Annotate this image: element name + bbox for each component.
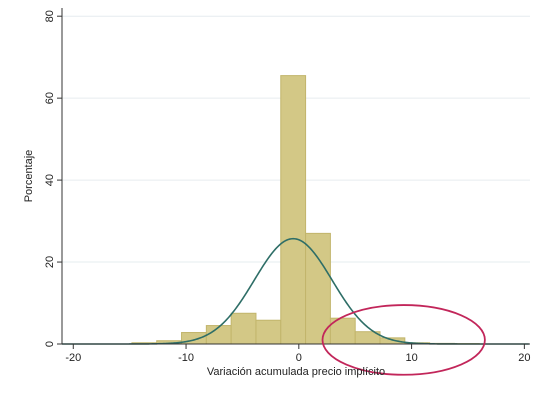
x-axis-ticks: -20 -10 0 10 20 <box>65 344 530 364</box>
x-tick-label--10: -10 <box>178 352 194 364</box>
y-tick-label-60: 60 <box>44 92 56 104</box>
y-tick-label-80: 80 <box>44 10 56 22</box>
x-axis-title: Variación acumulada precio implícito <box>207 366 385 378</box>
x-tick-label-0: 0 <box>296 352 302 364</box>
y-tick-label-40: 40 <box>44 174 56 186</box>
y-axis-title: Porcentaje <box>23 150 35 203</box>
histogram-bar-3 <box>205 325 232 345</box>
y-axis-ticks: 0 20 40 60 80 <box>44 10 62 347</box>
highlight-ellipse <box>321 304 486 376</box>
histogram-bar-7 <box>305 232 331 345</box>
x-tick-label--20: -20 <box>65 352 81 364</box>
axes <box>61 8 530 345</box>
histogram-bar-4 <box>230 312 257 345</box>
x-tick-label-10: 10 <box>405 352 417 364</box>
histogram-bar-6 <box>280 75 307 345</box>
y-tick-label-0: 0 <box>44 341 56 347</box>
x-tick-label-20: 20 <box>518 352 530 364</box>
y-tick-label-20: 20 <box>44 256 56 268</box>
histogram-bars <box>131 75 480 345</box>
histogram-bar-10 <box>379 337 406 345</box>
histogram-bar-5 <box>255 319 282 345</box>
